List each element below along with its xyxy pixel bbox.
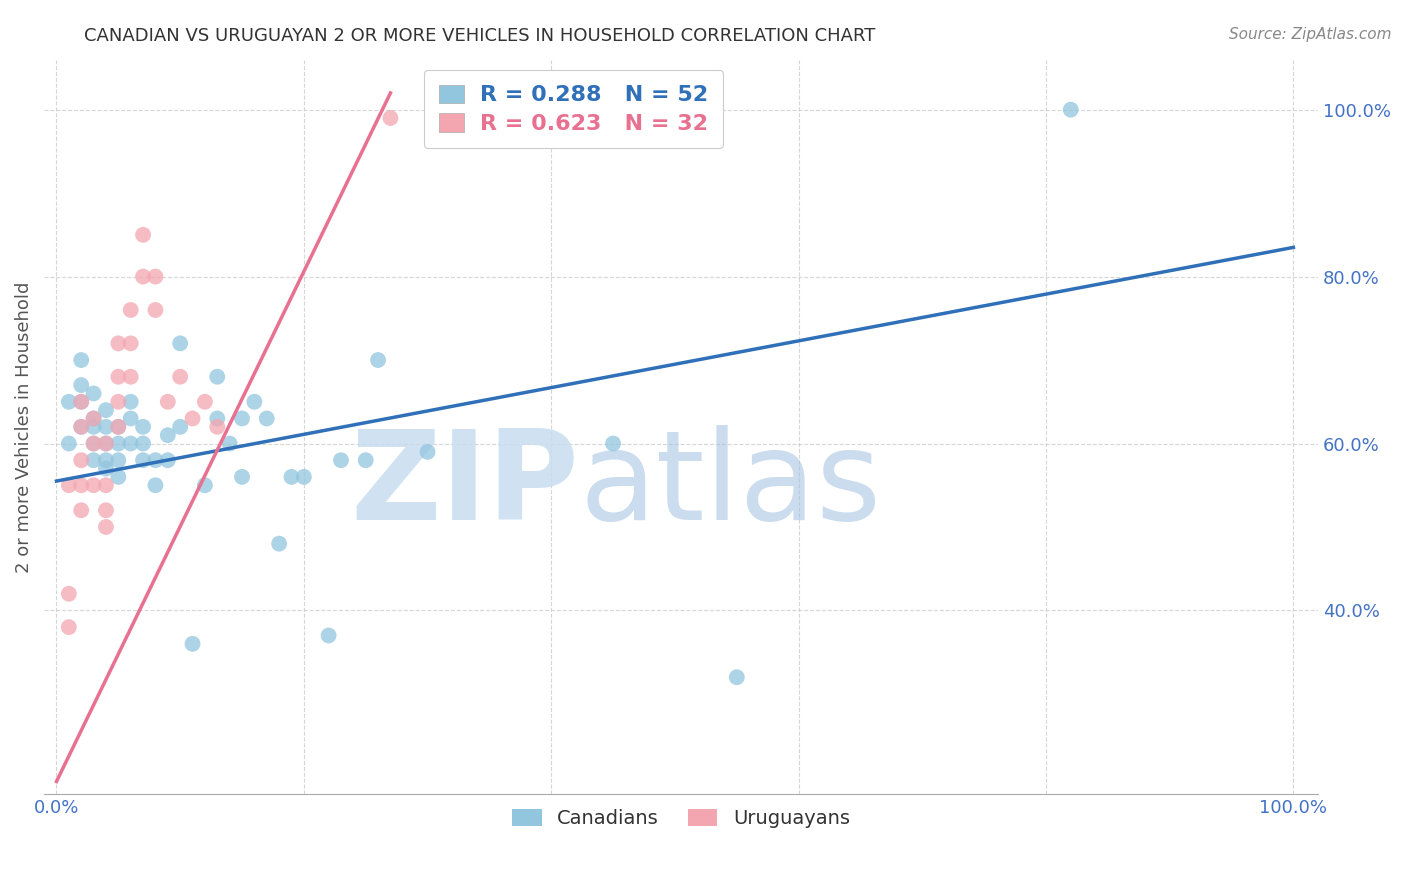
- Point: [107, 336, 129, 351]
- Point: [243, 394, 266, 409]
- Point: [83, 453, 105, 467]
- Point: [725, 670, 748, 684]
- Legend: Canadians, Uruguayans: Canadians, Uruguayans: [505, 801, 858, 836]
- Point: [207, 369, 229, 384]
- Point: [70, 353, 93, 368]
- Point: [156, 394, 179, 409]
- Point: [70, 394, 93, 409]
- Point: [83, 386, 105, 401]
- Point: [94, 403, 117, 417]
- Point: [156, 428, 179, 442]
- Point: [169, 369, 191, 384]
- Point: [156, 453, 179, 467]
- Point: [58, 587, 80, 601]
- Point: [107, 419, 129, 434]
- Point: [94, 478, 117, 492]
- Point: [120, 394, 142, 409]
- Point: [380, 111, 402, 125]
- Point: [70, 503, 93, 517]
- Point: [120, 336, 142, 351]
- Point: [1060, 103, 1083, 117]
- Point: [107, 453, 129, 467]
- Point: [169, 336, 191, 351]
- Point: [207, 411, 229, 425]
- Point: [120, 303, 142, 318]
- Point: [94, 436, 117, 450]
- Point: [94, 503, 117, 517]
- Point: [207, 419, 229, 434]
- Point: [107, 369, 129, 384]
- Point: [169, 419, 191, 434]
- Point: [83, 411, 105, 425]
- Point: [70, 394, 93, 409]
- Point: [83, 436, 105, 450]
- Text: ZIP: ZIP: [350, 425, 579, 546]
- Point: [231, 411, 253, 425]
- Point: [416, 445, 439, 459]
- Point: [269, 536, 291, 550]
- Point: [318, 628, 340, 642]
- Point: [120, 411, 142, 425]
- Point: [94, 520, 117, 534]
- Point: [132, 436, 155, 450]
- Point: [107, 419, 129, 434]
- Point: [70, 419, 93, 434]
- Point: [83, 478, 105, 492]
- Point: [132, 453, 155, 467]
- Point: [231, 470, 253, 484]
- Point: [70, 378, 93, 392]
- Point: [58, 394, 80, 409]
- Point: [145, 269, 167, 284]
- Point: [218, 436, 240, 450]
- Text: Source: ZipAtlas.com: Source: ZipAtlas.com: [1229, 27, 1392, 42]
- Point: [94, 419, 117, 434]
- Point: [194, 478, 217, 492]
- Point: [292, 470, 315, 484]
- Point: [58, 620, 80, 634]
- Point: [602, 436, 624, 450]
- Point: [70, 453, 93, 467]
- Point: [194, 394, 217, 409]
- Point: [83, 411, 105, 425]
- Point: [132, 227, 155, 242]
- Point: [280, 470, 302, 484]
- Point: [94, 461, 117, 475]
- Point: [120, 369, 142, 384]
- Point: [70, 478, 93, 492]
- Point: [145, 478, 167, 492]
- Point: [132, 419, 155, 434]
- Text: CANADIAN VS URUGUAYAN 2 OR MORE VEHICLES IN HOUSEHOLD CORRELATION CHART: CANADIAN VS URUGUAYAN 2 OR MORE VEHICLES…: [84, 27, 876, 45]
- Point: [145, 453, 167, 467]
- Point: [107, 436, 129, 450]
- Point: [145, 303, 167, 318]
- Point: [83, 419, 105, 434]
- Point: [132, 269, 155, 284]
- Point: [58, 436, 80, 450]
- Point: [120, 436, 142, 450]
- Point: [94, 453, 117, 467]
- Point: [181, 411, 204, 425]
- Point: [181, 637, 204, 651]
- Point: [107, 394, 129, 409]
- Point: [70, 419, 93, 434]
- Y-axis label: 2 or more Vehicles in Household: 2 or more Vehicles in Household: [15, 281, 32, 573]
- Point: [83, 436, 105, 450]
- Point: [367, 353, 389, 368]
- Point: [94, 436, 117, 450]
- Point: [107, 470, 129, 484]
- Point: [256, 411, 278, 425]
- Point: [330, 453, 353, 467]
- Point: [58, 478, 80, 492]
- Text: atlas: atlas: [579, 425, 882, 546]
- Point: [354, 453, 377, 467]
